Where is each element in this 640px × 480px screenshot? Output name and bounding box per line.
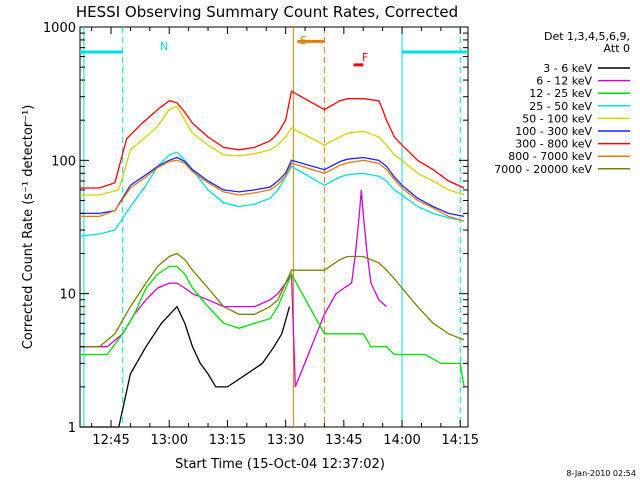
legend-label-3: 25 - 50 keV [529, 100, 592, 113]
x-axis-label: Start Time (15-Oct-04 12:37:02) [175, 457, 385, 472]
series-line-4 [80, 105, 465, 196]
series-line-6 [80, 90, 465, 189]
footer-timestamp: 8-Jan-2010 02:54 [566, 469, 636, 478]
x-tick-label-4: 13:45 [325, 433, 362, 448]
x-tick-label-2: 13:15 [209, 433, 246, 448]
x-tick-label-5: 14:00 [383, 433, 420, 448]
legend-label-1: 6 - 12 keV [536, 75, 592, 88]
y-tick-label-1: 10 [59, 288, 76, 303]
annotation-bars [80, 39, 468, 67]
legend-label-7: 800 - 7000 keV [508, 150, 592, 163]
series-lines [79, 90, 465, 428]
reference-lines [83, 27, 461, 427]
series-line-1 [80, 189, 387, 388]
x-tick-label-3: 13:30 [267, 433, 304, 448]
plot-frame [79, 26, 469, 428]
y-tick-label-3: 1000 [43, 21, 76, 36]
y-axis-label: Corrected Count Rate (s⁻¹ detector⁻¹) [21, 105, 36, 350]
marker-s-label: S [300, 34, 307, 47]
legend-header-line1: Det 1,3,4,5,6,9, [544, 30, 630, 43]
y-axis: 1 10 100 1000 [43, 21, 468, 436]
y-tick-label-0: 1 [68, 421, 76, 436]
y-tick-label-2: 100 [51, 154, 76, 169]
marker-n-label: N [160, 40, 168, 53]
series-line-7 [80, 159, 465, 222]
legend-label-6: 300 - 800 keV [515, 138, 592, 151]
legend-label-2: 12 - 25 keV [529, 87, 592, 100]
legend-label-4: 50 - 100 keV [522, 112, 592, 125]
legend-label-8: 7000 - 20000 keV [494, 163, 592, 176]
series-line-2 [80, 265, 465, 388]
x-tick-label-0: 12:45 [92, 433, 129, 448]
legend-label-0: 3 - 6 keV [543, 62, 592, 75]
series-line-0 [80, 305, 291, 428]
chart-title: HESSI Observing Summary Count Rates, Cor… [76, 3, 458, 21]
x-axis: 12:45 13:00 13:15 13:30 13:45 14:00 14:15 [91, 27, 479, 448]
marker-f-label: F [362, 51, 368, 64]
series-line-8 [80, 252, 465, 348]
legend-header-line2: Att 0 [604, 42, 630, 55]
x-tick-label-6: 14:15 [442, 433, 479, 448]
x-tick-label-1: 13:00 [151, 433, 188, 448]
legend-label-5: 100 - 300 keV [515, 125, 592, 138]
series-line-5 [80, 156, 465, 218]
